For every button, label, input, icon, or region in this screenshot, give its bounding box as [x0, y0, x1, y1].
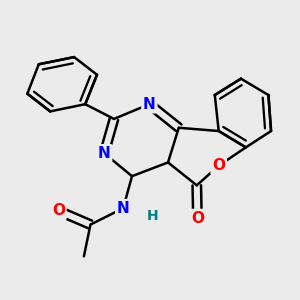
Text: N: N	[117, 201, 130, 216]
Text: O: O	[212, 158, 225, 173]
Text: O: O	[191, 211, 204, 226]
Text: H: H	[147, 209, 158, 223]
Text: N: N	[143, 97, 156, 112]
Text: N: N	[98, 146, 111, 161]
Text: O: O	[52, 203, 65, 218]
